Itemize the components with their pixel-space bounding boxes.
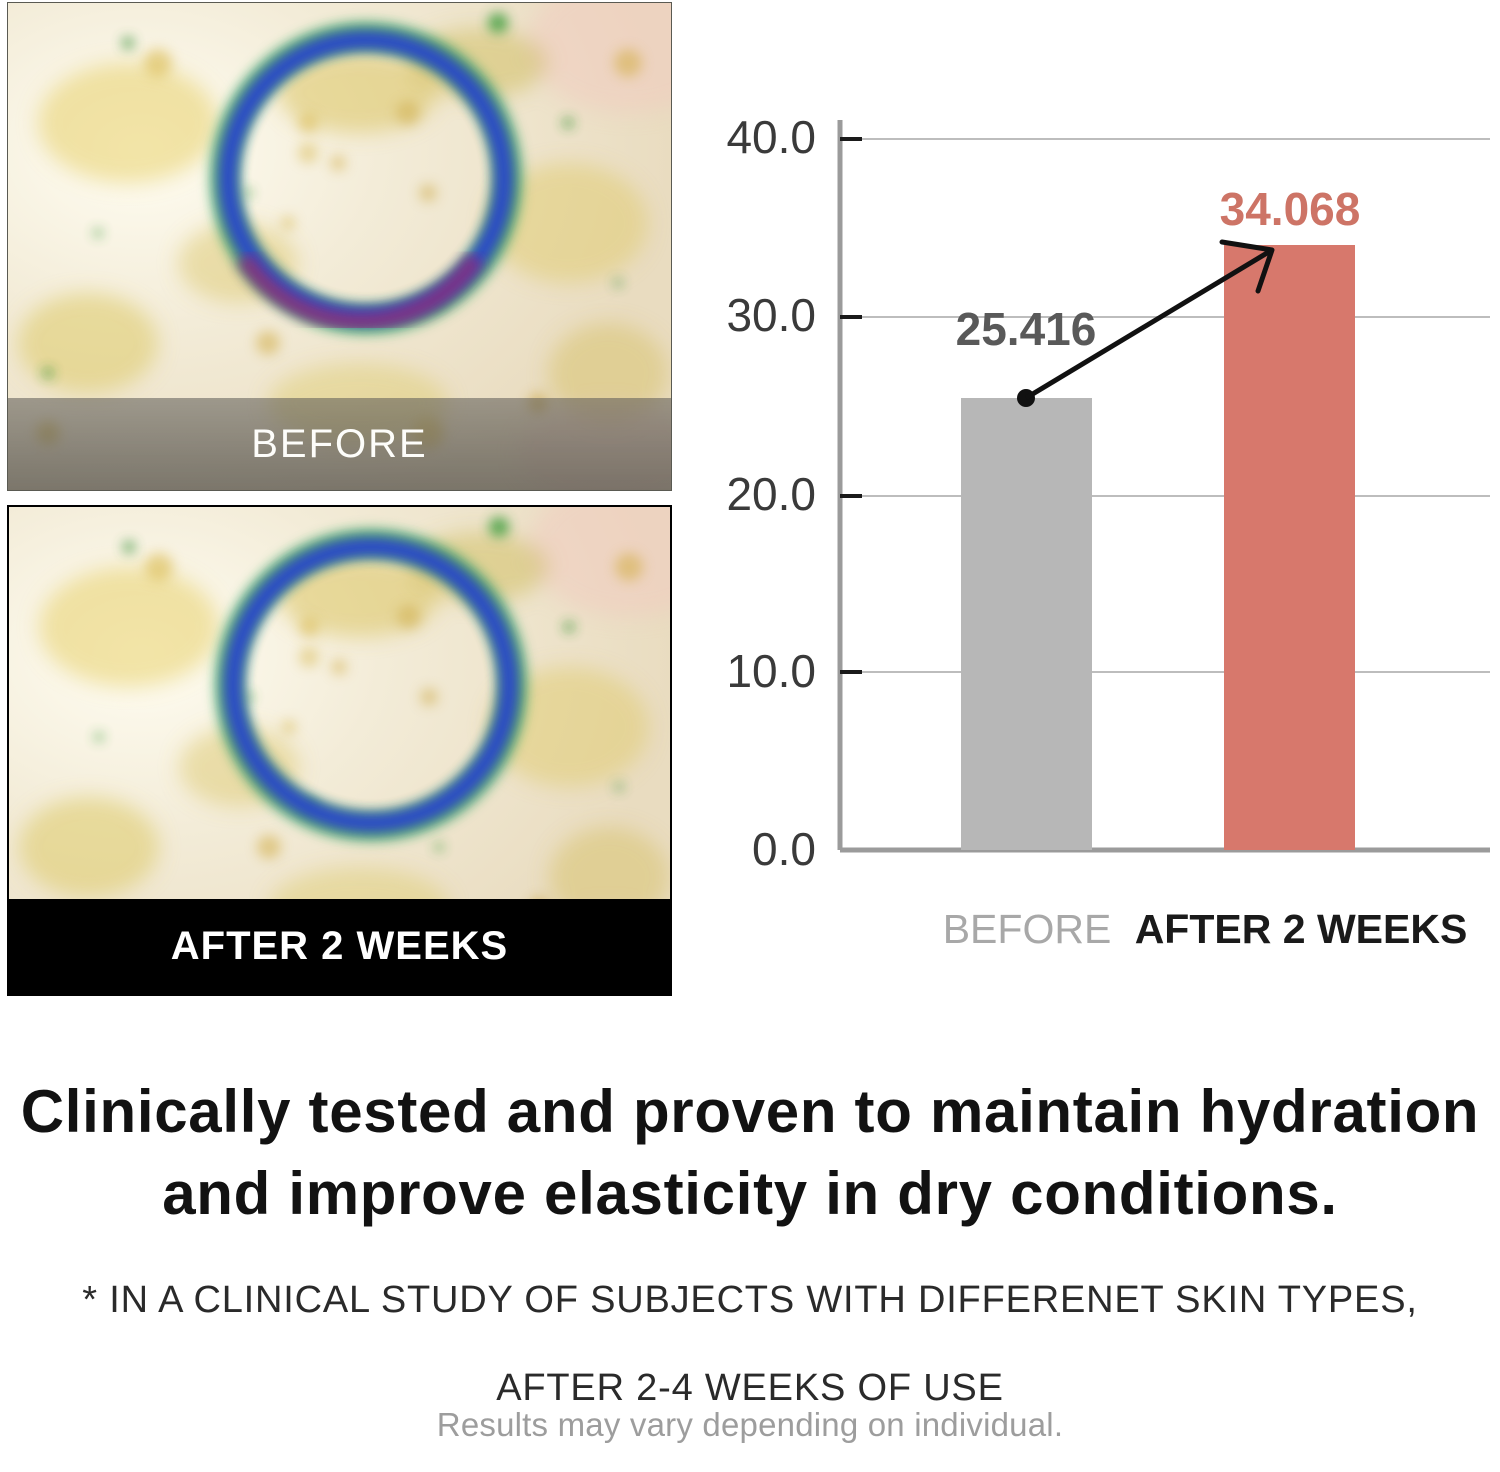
svg-text:25.416: 25.416 bbox=[956, 303, 1097, 355]
svg-text:0.0: 0.0 bbox=[752, 823, 816, 875]
svg-text:40.0: 40.0 bbox=[726, 111, 816, 163]
svg-text:AFTER 2 WEEKS: AFTER 2 WEEKS bbox=[1135, 906, 1468, 952]
svg-text:34.068: 34.068 bbox=[1220, 183, 1361, 235]
svg-text:20.0: 20.0 bbox=[726, 468, 816, 520]
svg-text:BEFORE: BEFORE bbox=[943, 906, 1112, 952]
svg-text:30.0: 30.0 bbox=[726, 289, 816, 341]
svg-text:10.0: 10.0 bbox=[726, 645, 816, 697]
